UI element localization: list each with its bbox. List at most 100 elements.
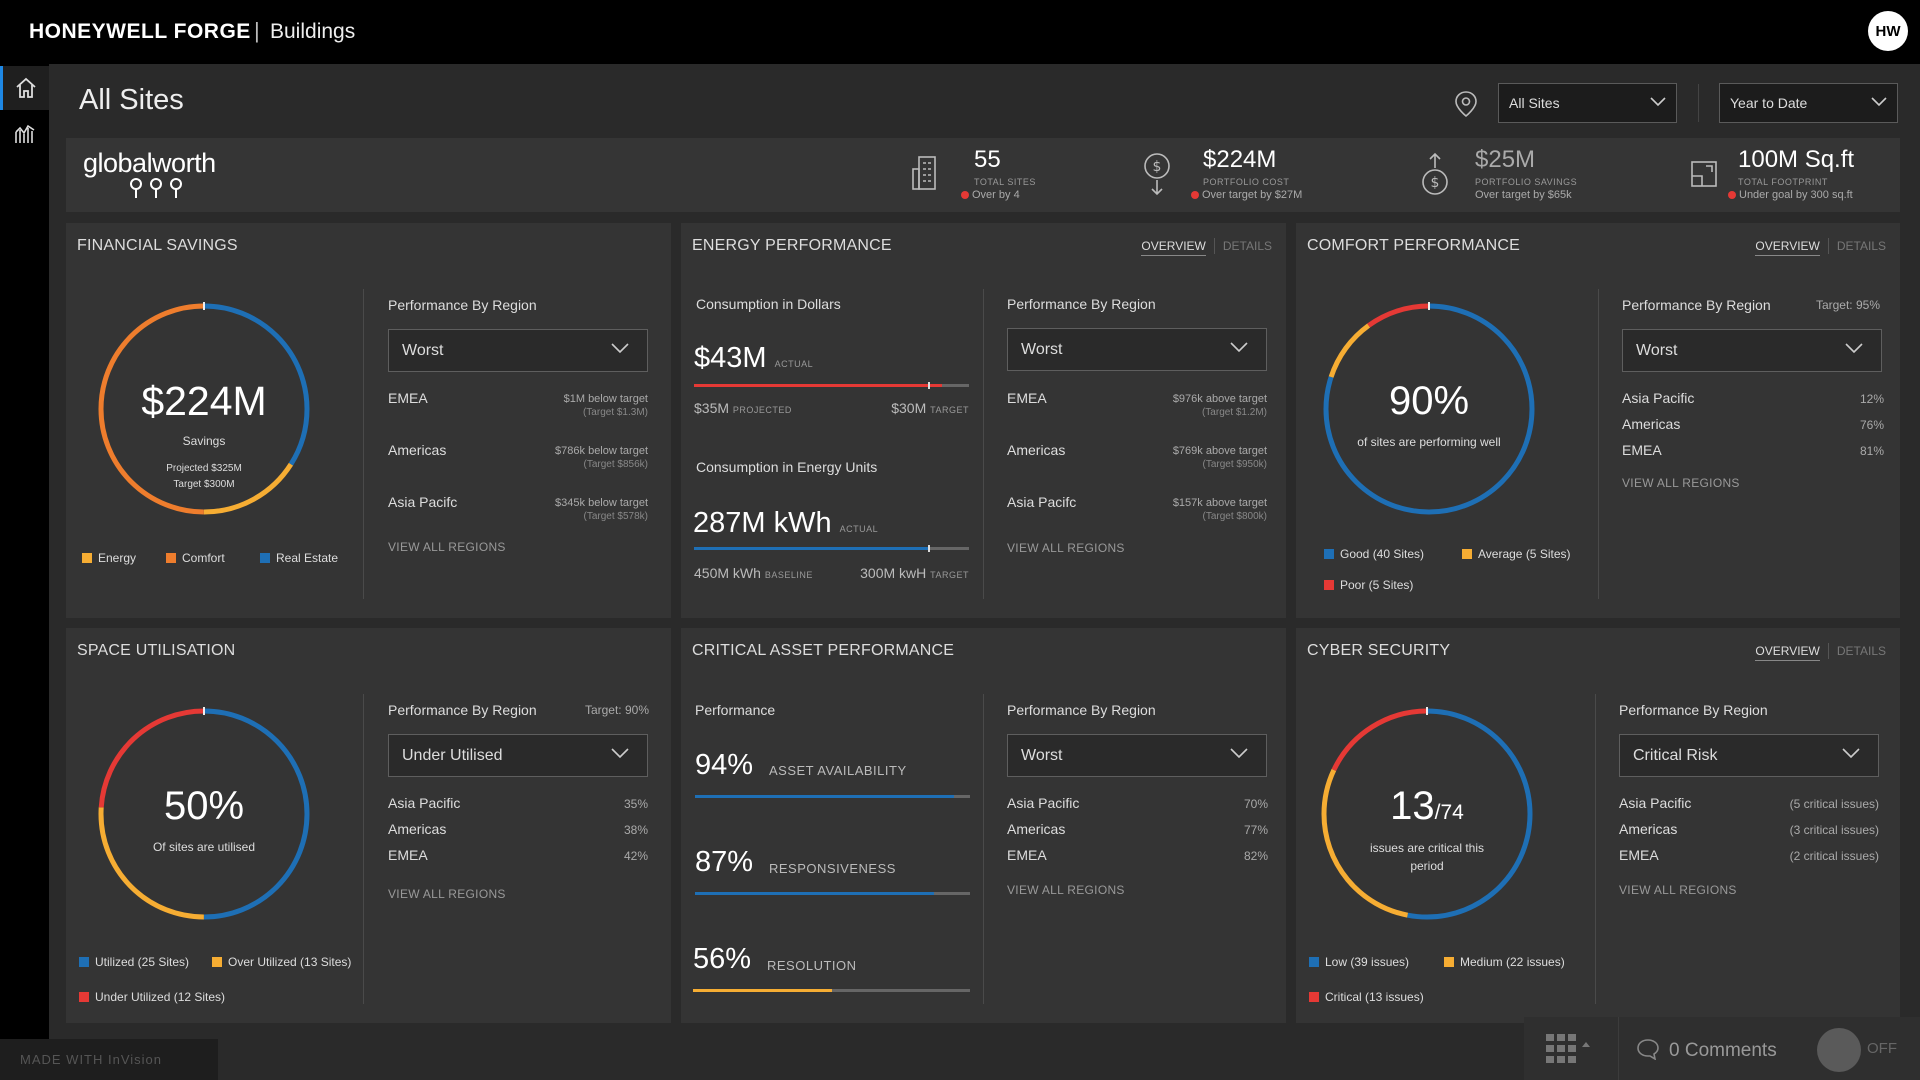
target-label: Target: 95% [1815,298,1880,312]
watermark-text: MADE WITH InVision [20,1052,163,1067]
kpi-footprint-sub: Under goal by 300 sq.ft [1728,189,1853,201]
legend-item: Real Estate [260,551,338,565]
period-filter-dropdown[interactable]: Year to Date [1719,83,1898,123]
region-sort-dropdown[interactable]: Critical Risk [1619,734,1879,777]
tab-overview[interactable]: OVERVIEW [1755,239,1820,256]
tab-details[interactable]: DETAILS [1222,239,1272,253]
comfort-donut [1323,302,1535,515]
comments-toggle[interactable] [1817,1028,1861,1072]
view-all-regions-link[interactable]: VIEW ALL REGIONS [1007,883,1125,897]
region-target-text: (Target $950k) [1202,459,1267,470]
user-avatar[interactable]: HW [1868,11,1908,51]
view-all-regions-link[interactable]: VIEW ALL REGIONS [1622,476,1740,490]
invision-watermark[interactable]: MADE WITH InVision [0,1039,218,1080]
view-all-regions-link[interactable]: VIEW ALL REGIONS [1619,883,1737,897]
region-target-text: (Target $1.2M) [1201,407,1267,418]
org-logo-text: globalworth [83,148,216,178]
donut-segment [98,303,310,515]
region-name: Americas [1622,416,1681,432]
financial-target: Target $300M [173,479,235,490]
comfort-caption: of sites are performing well [1357,435,1501,449]
divider [1598,289,1599,599]
kpi-savings-label: PORTFOLIO SAVINGS [1475,177,1578,187]
tab-overview[interactable]: OVERVIEW [1755,644,1820,661]
energy-performance-panel: ENERGY PERFORMANCE OVERVIEW DETAILS Consu… [681,223,1286,618]
region-name: Americas [388,442,447,458]
region-name: EMEA [1622,442,1662,458]
region-sort-dropdown[interactable]: Under Utilised [388,734,648,777]
legend-label: Energy [98,551,137,565]
asset-metric-label: RESOLUTION [767,958,857,973]
dollar-down-icon: $ [1144,153,1170,196]
divider [983,694,984,1004]
view-all-regions-link[interactable]: VIEW ALL REGIONS [388,887,506,901]
region-sort-dropdown[interactable]: Worst [1007,328,1267,371]
projected-value: $35M PROJECTED [694,400,792,416]
header-divider [1698,84,1699,122]
comment-icon[interactable] [1636,1038,1660,1060]
panel-title: COMFORT PERFORMANCE [1307,237,1520,254]
kpi-cost-sub: Over target by $27M [1191,189,1302,201]
divider [363,694,364,1004]
region-value-text: $345k below target [555,497,648,509]
nav-home[interactable] [0,66,49,110]
target-marker [927,545,930,552]
consumption-units-bar [694,545,969,552]
financial-savings-panel: FINANCIAL SAVINGS $224M Savings Projecte… [66,223,671,618]
legend-label: Over Utilized (13 Sites) [228,955,352,969]
region-name: Americas [1007,442,1066,458]
baseline-label: BASELINE [764,570,813,580]
top-bar: HONEYWELL FORGE | Buildings HW [0,0,1920,64]
asset-metric-bar [695,892,970,895]
legend-item: Under Utilized (12 Sites) [79,990,225,1004]
asset-metric-value: 94% [695,749,754,781]
building-icon [912,156,936,190]
region-value-text: $157k above target [1172,497,1267,509]
bar-fill [693,989,832,992]
region-pct: 76% [1859,418,1884,432]
tab-overview[interactable]: OVERVIEW [1141,239,1206,256]
nav-analytics[interactable] [0,112,49,156]
legend-swatch [82,553,92,563]
view-all-regions-link[interactable]: VIEW ALL REGIONS [1007,541,1125,555]
comments-count[interactable]: 0 Comments [1669,1040,1777,1061]
grid-menu-icon[interactable] [1546,1034,1592,1064]
region-pct: 81% [1859,444,1884,458]
perf-region-heading: Performance By Region [388,702,537,718]
region-sort-dropdown[interactable]: Worst [388,329,648,372]
region-sort-dropdown[interactable]: Worst [1622,329,1882,372]
kpi-sites-sub-text: Over by 4 [972,189,1020,201]
legend-item: Utilized (25 Sites) [79,955,189,969]
kpi-savings-sub: Over target by $65k [1475,189,1572,201]
financial-projected: Projected $325M [166,463,242,474]
region-sort-dropdown[interactable]: Worst [1007,734,1267,777]
region-name: Americas [1619,821,1678,837]
cyber-security-panel: CYBER SECURITY OVERVIEW DETAILS 13/74 iss… [1296,628,1900,1023]
site-filter-dropdown[interactable]: All Sites [1498,83,1677,123]
divider [983,289,984,599]
asset-metric-bar [693,989,970,992]
svg-text:$: $ [1431,175,1440,191]
org-logo-mark-icon [130,178,182,198]
target-value: $30M TARGET [891,400,969,416]
legend-item: Good (40 Sites) [1324,547,1424,561]
financial-caption: Savings [182,434,226,448]
target-label: Target: 90% [584,703,649,717]
brand-separator: | [254,18,260,43]
asset-metric-value: 87% [695,846,754,878]
tab-details[interactable]: DETAILS [1836,239,1886,253]
perf-region-heading: Performance By Region [388,297,537,313]
analytics-icon [14,124,34,143]
legend-swatch [1324,580,1334,590]
bar-fill [694,547,928,550]
location-pin-icon[interactable] [1453,90,1479,118]
region-pct: 35% [623,797,648,811]
tab-details[interactable]: DETAILS [1836,644,1886,658]
dropdown-value: Worst [1636,342,1678,359]
view-all-regions-link[interactable]: VIEW ALL REGIONS [388,540,506,554]
tab-separator [1827,643,1829,659]
region-name: Asia Pacifc [388,494,458,510]
region-name: Asia Pacific [1619,795,1692,811]
legend-swatch [1444,957,1454,967]
region-pct: 77% [1243,823,1268,837]
